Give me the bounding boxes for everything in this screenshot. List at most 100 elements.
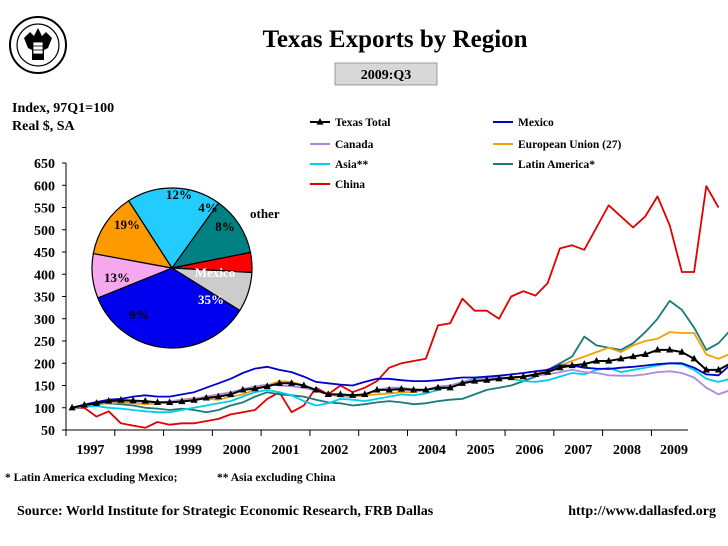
y-tick-label: 650 (34, 157, 55, 172)
texas-total-point (239, 385, 247, 393)
y-tick-label: 150 (34, 380, 55, 395)
source-text: Source: World Institute for Strategic Ec… (17, 504, 434, 519)
texas-total-point (373, 385, 381, 393)
texas-total-point (580, 360, 588, 367)
texas-total-point (666, 345, 674, 353)
texas-total-point (300, 381, 308, 389)
texas-total-point (141, 397, 149, 404)
x-tick-label: 2009 (660, 443, 688, 458)
texas-total-point (641, 350, 649, 357)
y-tick-label: 50 (41, 424, 55, 439)
y-tick-label: 300 (34, 313, 55, 328)
legend-label: China (335, 179, 365, 191)
legend-marker (316, 118, 324, 125)
fed-seal-logo (9, 16, 67, 74)
texas-total-point (153, 398, 162, 406)
texas-total-point (458, 379, 466, 386)
texas-total-point (507, 373, 515, 381)
legend-label: Texas Total (335, 117, 391, 129)
x-tick-label: 1999 (174, 443, 202, 458)
pie-percent-label: 19% (114, 217, 140, 232)
texas-total-point (80, 401, 88, 408)
texas-total-point (470, 377, 479, 384)
texas-total-point (714, 365, 723, 373)
texas-total-point (397, 385, 405, 392)
y-tick-label: 250 (34, 335, 55, 350)
y-tick-label: 500 (34, 224, 55, 239)
texas-total-point (361, 390, 369, 397)
pie-percent-label: 35% (198, 292, 224, 307)
texas-total-point (568, 361, 576, 369)
texas-total-point (531, 370, 540, 377)
texas-total-point (202, 393, 210, 401)
texas-total-point (678, 348, 686, 355)
texas-total-point (592, 357, 601, 364)
y-tick-label: 450 (34, 246, 55, 261)
units-line-1: Index, 97Q1=100 (12, 101, 114, 116)
x-tick-label: 1998 (125, 443, 153, 458)
x-tick-label: 2007 (564, 443, 592, 458)
axes-layer: 50 100 150 200 250 300 350 400 450 500 550 600 650 19… (34, 157, 688, 458)
pie-category-label: Mexico (195, 265, 235, 280)
texas-total-point (605, 357, 613, 364)
texas-total-point (409, 385, 418, 393)
texas-total-point (385, 385, 393, 393)
texas-total-point (251, 384, 259, 392)
pie-slice (170, 202, 252, 269)
pie-percent-label: 8% (215, 219, 235, 234)
series-line-asia (72, 362, 728, 414)
texas-total-point (519, 372, 527, 380)
texas-total-point (422, 385, 430, 393)
pie-percent-label: 12% (166, 187, 192, 202)
texas-total-point (495, 374, 503, 382)
texas-total-point (446, 383, 454, 391)
y-tick-label: 550 (34, 202, 55, 217)
pie-slice (127, 187, 220, 270)
texas-total-point (702, 365, 710, 373)
period-box (334, 62, 438, 86)
pie-percent-label: 9% (129, 307, 149, 322)
y-tick-label: 600 (34, 179, 55, 194)
x-tick-label: 2008 (613, 443, 641, 458)
footnote-asia: ** Asia excluding China (217, 472, 336, 484)
legend-label: Latin America* (518, 159, 595, 171)
texas-total-point (483, 376, 491, 383)
texas-total-point (324, 390, 332, 397)
pie-slice (171, 267, 253, 312)
x-tick-label: 2004 (418, 443, 446, 458)
x-tick-label: 2001 (272, 443, 300, 458)
y-tick-label: 400 (34, 268, 55, 283)
pie-chart: Mexico 35% 9% 13% 19% 12% 4% other 8% (91, 187, 280, 349)
y-tick-label: 200 (34, 357, 55, 372)
legend-label: Mexico (518, 117, 554, 129)
series-line-texas-total (71, 348, 728, 409)
texas-total-point (227, 390, 235, 397)
legend-label: European Union (27) (518, 139, 621, 151)
texas-total-point (336, 390, 345, 397)
series-line-china (72, 185, 720, 429)
x-tick-label: 2000 (223, 443, 251, 458)
texas-total-point (178, 397, 186, 405)
legend: Texas Total Mexico Canada European Union (2… (310, 117, 621, 191)
x-tick-label: 2005 (467, 443, 495, 458)
texas-total-point (129, 396, 137, 404)
texas-total-point (92, 399, 101, 406)
texas-total-point (653, 345, 662, 353)
pie-category-label: other (250, 206, 280, 221)
texas-total-point (629, 352, 637, 360)
period-label: 2009:Q3 (361, 68, 412, 83)
y-tick-label: 350 (34, 291, 55, 306)
x-tick-label: 2002 (320, 443, 348, 458)
pie-percent-label: 13% (104, 270, 130, 285)
texas-total-point (275, 379, 284, 386)
texas-total-point (349, 391, 357, 398)
pie-percent-label: 4% (198, 200, 218, 215)
texas-total-point (214, 392, 223, 400)
texas-total-point (166, 398, 174, 406)
x-tick-label: 2003 (369, 443, 397, 458)
pie-slice (97, 267, 241, 349)
legend-label: Asia** (335, 159, 368, 171)
texas-total-point (68, 403, 76, 411)
